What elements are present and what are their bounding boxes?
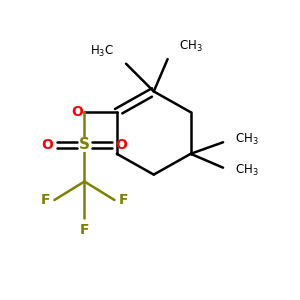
Text: F: F xyxy=(80,223,89,237)
Text: CH$_3$: CH$_3$ xyxy=(235,162,258,178)
Text: S: S xyxy=(79,137,90,152)
Text: O: O xyxy=(71,105,83,119)
Text: F: F xyxy=(40,193,50,207)
Text: CH$_3$: CH$_3$ xyxy=(179,39,203,55)
Text: O: O xyxy=(41,138,53,152)
Text: H$_3$C: H$_3$C xyxy=(90,44,115,59)
Text: CH$_3$: CH$_3$ xyxy=(235,132,258,148)
Text: O: O xyxy=(116,138,128,152)
Text: F: F xyxy=(119,193,129,207)
